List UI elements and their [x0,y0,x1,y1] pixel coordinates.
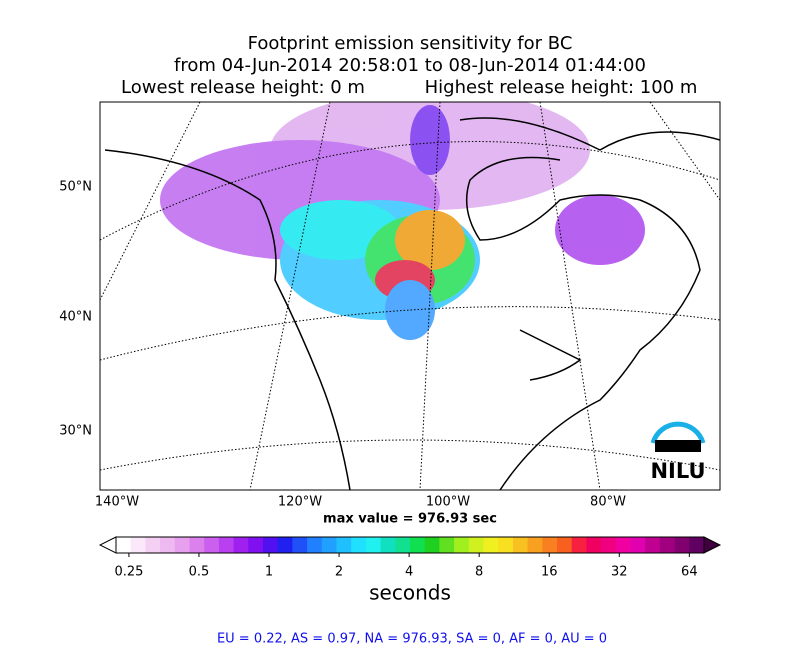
colorbar-tick-label: 2 [335,565,343,580]
footer: EU = 0.22, AS = 0.97, NA = 976.93, SA = … [217,632,607,647]
colorbar-segment [277,537,293,553]
colorbar-segment [307,537,323,553]
colorbar-segment [601,537,617,553]
colorbar-segment [410,537,426,553]
colorbar-tick-label: 1 [265,565,273,580]
colorbar-segment [439,537,455,553]
colorbar-segment [557,537,573,553]
colorbar-tick-label: 0.25 [114,565,143,580]
colorbar-segment [615,537,631,553]
lon-label: 140°W [95,495,139,510]
colorbar-segment [336,537,352,553]
colorbar-segment [424,537,440,553]
colorbar-segment [498,537,514,553]
colorbar-segment [321,537,337,553]
footprint [160,102,645,340]
colorbar-tick-label: 16 [541,565,558,580]
nilu-logo: NILU [650,421,706,483]
lon-label: 120°W [278,495,322,510]
colorbar-segment [527,537,543,553]
colorbar-tick-label: 64 [681,565,698,580]
colorbar-segment [365,537,382,553]
lon-label: 100°W [426,495,470,510]
colorbar-segment [233,537,249,553]
colorbar-segment [204,537,220,553]
title: Footprint emission sensitivity for BC [248,33,573,54]
map: NILU 50°N 40°N 30°N 140°W 120°W 100°W 80… [59,101,721,510]
colorbar-tick-label: 0.5 [189,565,210,580]
colorbar-segment [645,537,661,553]
colorbar-extend-high [703,536,722,554]
colorbar-extend-low [98,536,117,554]
colorbar-segment [659,537,676,553]
colorbar-tick-label: 32 [611,565,628,580]
colorbar-label: seconds [369,581,451,605]
colorbar-tick-label: 8 [475,565,483,580]
coastline [104,117,720,490]
colorbar-segment [512,537,529,553]
colorbar-frame [115,536,705,554]
colorbar-segment [160,537,176,553]
colorbar-segment [263,537,279,553]
colorbar-segment [130,537,146,553]
colorbar-segment [248,537,264,553]
colorbar-segment [351,537,367,553]
lat-label: 40°N [59,310,92,325]
colorbar-segment [116,537,132,553]
colorbar-segment [454,537,470,553]
colorbar-segment [630,537,646,553]
lon-label: 80°W [590,495,626,510]
colorbar-segment [468,537,484,553]
colorbar-segment [174,537,190,553]
colorbar-segment [483,537,499,553]
map-frame [99,101,721,491]
colorbar-segment [542,537,558,553]
colorbar-segment [292,537,308,553]
colorbar-segment [189,537,205,553]
colorbar-segment [145,537,161,553]
graticule [100,102,720,490]
release-low: Lowest release height: 0 m [121,77,365,98]
logo-text: NILU [650,459,705,483]
max-value: max value = 976.93 sec [323,512,497,527]
colorbar-segment [586,537,602,553]
colorbar-segment [571,537,587,553]
colorbar-segment [395,537,411,553]
colorbar-segment [218,537,235,553]
colorbar: 0.25 0.5 1 2 4 8 16 32 64 [98,536,722,580]
colorbar-segment [689,537,705,553]
lat-label: 30°N [59,424,92,439]
colorbar-tick-label: 4 [405,565,413,580]
colorbar-segment [380,537,396,553]
subtitle: from 04-Jun-2014 20:58:01 to 08-Jun-2014… [174,55,646,76]
colorbar-segment [674,537,690,553]
release-high: Highest release height: 100 m [425,77,698,98]
lat-label: 50°N [59,180,92,195]
